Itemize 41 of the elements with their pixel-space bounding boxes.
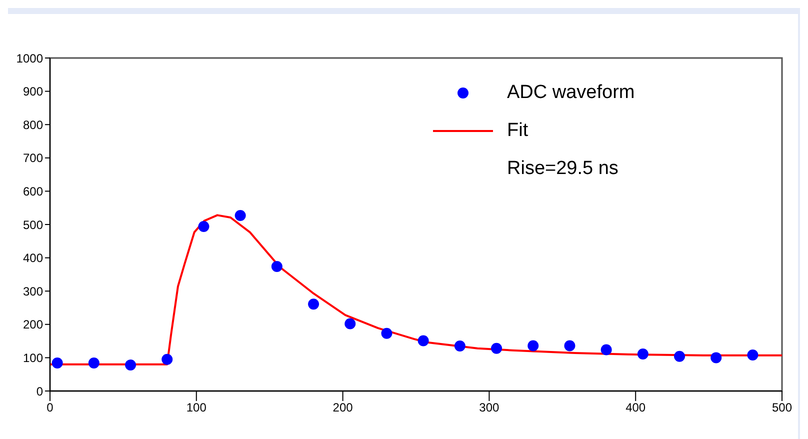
point bbox=[564, 340, 576, 352]
point bbox=[528, 340, 539, 352]
legend-label: Fit bbox=[507, 120, 528, 142]
point bbox=[162, 354, 173, 365]
point bbox=[491, 342, 502, 354]
point bbox=[88, 358, 100, 369]
point bbox=[600, 344, 612, 356]
point bbox=[271, 260, 282, 272]
point bbox=[125, 360, 136, 371]
point bbox=[418, 335, 429, 346]
x-tick-label: 300 bbox=[479, 400, 500, 415]
y-tick-label: 800 bbox=[22, 118, 44, 132]
point bbox=[52, 358, 63, 369]
point bbox=[308, 298, 320, 310]
y-tick-label: 900 bbox=[22, 84, 44, 99]
point bbox=[381, 328, 392, 339]
y-tick-label: 0 bbox=[36, 384, 44, 398]
point bbox=[674, 350, 686, 362]
y-tick-label: 700 bbox=[22, 151, 44, 166]
point bbox=[198, 221, 210, 232]
y-tick-label: 200 bbox=[22, 318, 44, 332]
point bbox=[454, 340, 466, 352]
y-tick-label: 100 bbox=[22, 350, 44, 365]
y-tick-label: 300 bbox=[22, 284, 44, 298]
point bbox=[710, 352, 722, 364]
x-tick-label: 200 bbox=[332, 400, 354, 415]
y-tick-label: 1000 bbox=[16, 51, 44, 66]
y-tick-label: 600 bbox=[22, 184, 44, 198]
x-tick-label: 0 bbox=[46, 400, 54, 415]
x-tick-label: 100 bbox=[186, 400, 207, 415]
point bbox=[344, 318, 356, 330]
legend-label: ADC waveform bbox=[507, 82, 635, 104]
x-tick-label: 500 bbox=[772, 400, 792, 415]
annotation: Rise=29.5 ns bbox=[507, 158, 618, 180]
line-series bbox=[50, 214, 782, 366]
point bbox=[747, 350, 758, 361]
x-tick-label: 400 bbox=[626, 400, 646, 415]
point bbox=[637, 348, 648, 360]
point bbox=[234, 210, 246, 222]
y-tick-label: 400 bbox=[22, 251, 44, 266]
y-tick-label: 500 bbox=[22, 218, 44, 232]
